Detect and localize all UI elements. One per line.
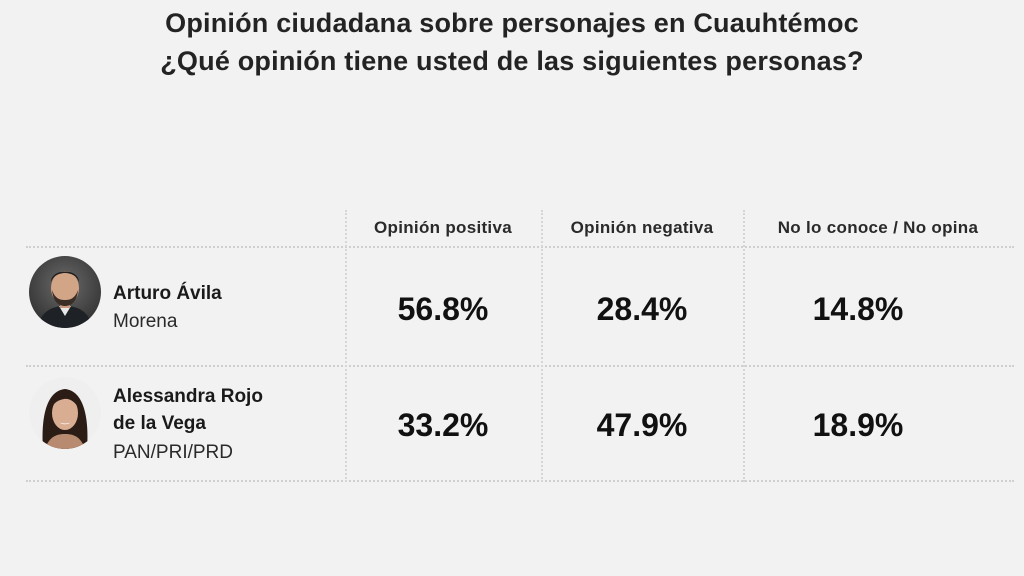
- candidate-name-line1: Alessandra Rojo: [113, 386, 263, 407]
- value-positive: 56.8%: [397, 291, 489, 327]
- value-positive: 33.2%: [397, 407, 489, 443]
- column-header-negative: Opinión negativa: [570, 218, 714, 237]
- column-divider: [541, 210, 543, 482]
- column-header-positive: Opinión positiva: [374, 218, 512, 237]
- header-divider: [26, 246, 1014, 248]
- chart-subtitle: ¿Qué opinión tiene usted de las siguient…: [160, 46, 864, 76]
- chart-title-block: Opinión ciudadana sobre personajes en Cu…: [0, 4, 1024, 80]
- value-negative: 47.9%: [596, 407, 688, 443]
- row-divider: [26, 365, 1014, 367]
- candidate-party: PAN/PRI/PRD: [113, 442, 234, 463]
- candidate-name: Arturo Ávila: [113, 283, 222, 304]
- chart-title: Opinión ciudadana sobre personajes en Cu…: [165, 8, 859, 38]
- man-portrait-icon: [29, 256, 101, 328]
- candidate-name-line2: de la Vega: [113, 413, 206, 434]
- value-negative: 28.4%: [596, 291, 688, 327]
- woman-portrait-icon: [29, 377, 101, 449]
- column-divider: [345, 210, 347, 482]
- value-unknown: 18.9%: [812, 407, 904, 443]
- candidate-party: Morena: [113, 311, 178, 332]
- column-divider: [743, 210, 745, 482]
- column-header-unknown: No lo conoce / No opina: [777, 218, 979, 237]
- value-unknown: 14.8%: [812, 291, 904, 327]
- bottom-divider: [26, 480, 1014, 482]
